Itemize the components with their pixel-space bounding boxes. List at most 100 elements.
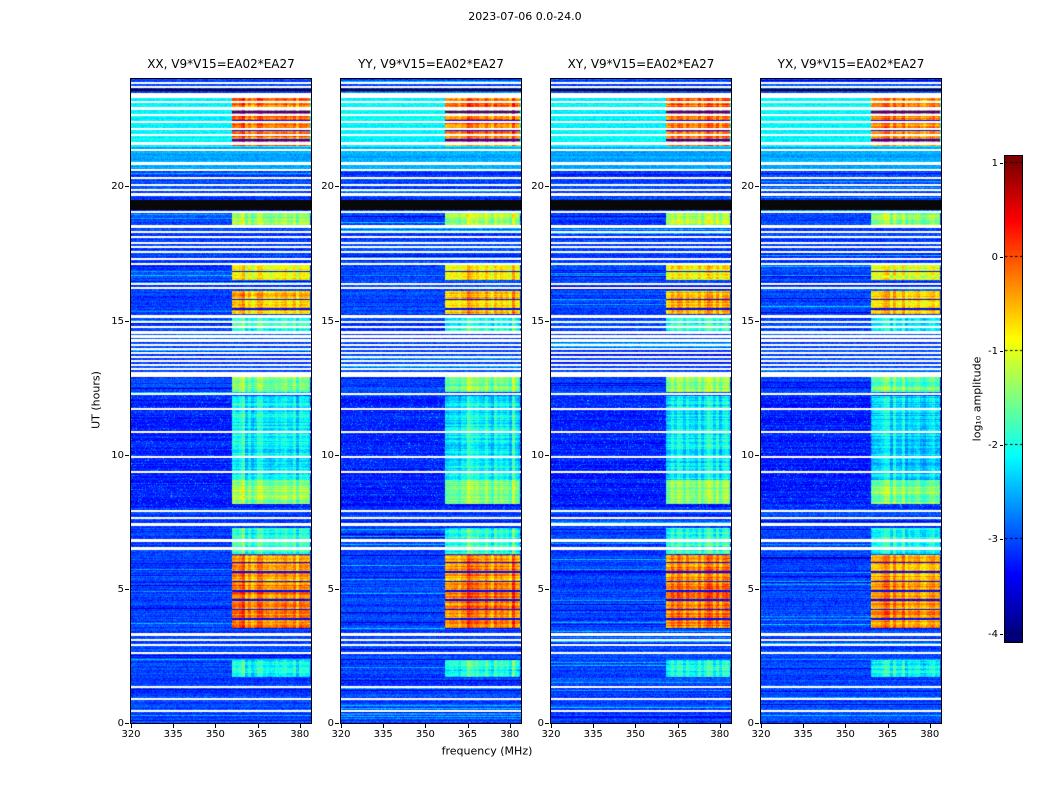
- x-tick-mark: [803, 724, 805, 728]
- x-tick-label: 365: [878, 729, 898, 740]
- y-tick-label: 10: [111, 449, 124, 461]
- y-tick-mark: [755, 320, 759, 322]
- y-tick-label: 15: [741, 315, 754, 327]
- y-tick-label: 0: [327, 718, 334, 729]
- x-tick-mark: [761, 724, 762, 728]
- spectrogram-canvas-yy: [340, 78, 522, 724]
- y-tick-label: 20: [531, 181, 544, 193]
- colorbar-tick-label: 1: [991, 157, 998, 169]
- x-tick-mark: [509, 724, 511, 728]
- colorbar-tick-mark: [1000, 162, 1003, 164]
- y-tick-label: 0: [747, 718, 754, 729]
- y-tick-label: 5: [537, 583, 544, 595]
- spectrogram-panel-xy: XY, V9*V15=EA02*EA27 0 5 10 15 20 320 335 350 36…: [531, 57, 732, 740]
- x-tick-mark: [131, 724, 132, 728]
- spectrogram-panel-xx: XX, V9*V15=EA02*EA27 0 5 10 15 20 320 335 350 36…: [111, 57, 312, 740]
- x-tick-label: 350: [625, 729, 645, 740]
- colorbar-tick-label: 0: [991, 251, 998, 263]
- y-tick-label: 5: [327, 583, 334, 595]
- x-tick-mark: [677, 724, 679, 728]
- y-tick-label: 20: [321, 181, 334, 193]
- colorbar-tick-label: -1: [988, 345, 998, 357]
- x-tick-mark: [257, 724, 259, 728]
- x-tick-mark: [929, 724, 931, 728]
- colorbar-tick-mark: [1000, 444, 1003, 446]
- x-tick-label: 335: [373, 729, 393, 740]
- y-tick-mark: [545, 320, 549, 322]
- colorbar-tick-mark: [1000, 350, 1003, 352]
- y-tick-mark: [545, 186, 549, 188]
- x-tick-mark: [593, 724, 595, 728]
- x-tick-mark: [173, 724, 175, 728]
- y-tick-mark: [545, 723, 549, 724]
- x-tick-label: 350: [205, 729, 225, 740]
- x-tick-label: 380: [920, 729, 940, 740]
- x-tick-mark: [845, 724, 847, 728]
- colorbar-tick-mark: [1000, 256, 1003, 258]
- colorbar-tick-mark: [1000, 633, 1003, 635]
- y-tick-label: 10: [531, 449, 544, 461]
- x-tick-mark: [467, 724, 469, 728]
- x-tick-mark: [551, 724, 552, 728]
- x-axis-label: frequency (MHz): [441, 744, 533, 758]
- spectrogram-panel-yy: YY, V9*V15=EA02*EA27 0 5 10 15 20 320 335 350 36…: [321, 57, 522, 740]
- spectrogram-panel-yx: YX, V9*V15=EA02*EA27 0 5 10 15 20 320 335 350 36…: [741, 57, 942, 740]
- y-tick-mark: [125, 320, 129, 322]
- y-tick-mark: [755, 588, 759, 590]
- y-tick-label: 5: [117, 583, 124, 595]
- y-tick-mark: [335, 723, 339, 724]
- colorbar-tick-mark: [1000, 538, 1003, 540]
- y-tick-mark: [335, 588, 339, 590]
- y-tick-label: 15: [531, 315, 544, 327]
- panel-title-yy: YY, V9*V15=EA02*EA27: [358, 57, 504, 71]
- x-tick-label: 380: [710, 729, 730, 740]
- figure-title: 2023-07-06 0.0-24.0: [468, 10, 582, 23]
- panel-title-xy: XY, V9*V15=EA02*EA27: [567, 57, 715, 71]
- y-tick-label: 20: [741, 181, 754, 193]
- y-tick-label: 0: [537, 718, 544, 729]
- y-tick-label: 20: [111, 181, 124, 193]
- colorbar-label: log₁₀ amplitude: [970, 356, 984, 442]
- y-tick-mark: [545, 588, 549, 590]
- x-tick-mark: [299, 724, 301, 728]
- y-tick-mark: [125, 454, 129, 456]
- colorbar: 1 0 -1 -2 -3 -4: [988, 155, 1023, 643]
- y-tick-mark: [335, 454, 339, 456]
- panel-title-xx: XX, V9*V15=EA02*EA27: [147, 57, 295, 71]
- x-tick-label: 335: [163, 729, 183, 740]
- spectrogram-canvas-xy: [550, 78, 732, 724]
- x-tick-label: 320: [751, 729, 771, 740]
- panel-title-yx: YX, V9*V15=EA02*EA27: [777, 57, 925, 71]
- x-tick-label: 320: [121, 729, 141, 740]
- y-tick-label: 15: [111, 315, 124, 327]
- x-tick-label: 350: [415, 729, 435, 740]
- x-tick-label: 365: [668, 729, 688, 740]
- y-tick-mark: [125, 588, 129, 590]
- x-tick-label: 380: [500, 729, 520, 740]
- y-tick-label: 15: [321, 315, 334, 327]
- x-tick-label: 380: [290, 729, 310, 740]
- spectrogram-canvas-yx: [760, 78, 942, 724]
- y-tick-label: 0: [117, 718, 124, 729]
- y-tick-mark: [545, 454, 549, 456]
- colorbar-canvas: [1004, 155, 1023, 643]
- y-tick-label: 5: [747, 583, 754, 595]
- x-tick-label: 335: [793, 729, 813, 740]
- x-tick-mark: [635, 724, 637, 728]
- x-tick-mark: [215, 724, 217, 728]
- x-tick-mark: [383, 724, 385, 728]
- x-tick-label: 320: [541, 729, 561, 740]
- colorbar-tick-label: -2: [988, 439, 998, 451]
- x-tick-mark: [425, 724, 427, 728]
- y-tick-mark: [125, 723, 129, 724]
- colorbar-tick-label: -4: [988, 628, 998, 640]
- x-tick-label: 365: [458, 729, 478, 740]
- x-tick-mark: [719, 724, 721, 728]
- colorbar-tick-label: -3: [988, 533, 998, 545]
- spectrogram-canvas-xx: [130, 78, 312, 724]
- y-axis-label: UT (hours): [89, 371, 103, 429]
- x-tick-mark: [887, 724, 889, 728]
- x-tick-label: 320: [331, 729, 351, 740]
- y-tick-label: 10: [321, 449, 334, 461]
